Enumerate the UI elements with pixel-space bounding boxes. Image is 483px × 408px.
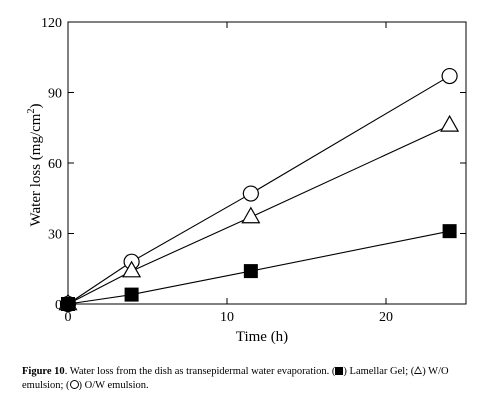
axis-ticks: 0 10 20 0 30 60 90 120 [41, 16, 466, 325]
circle-point [441, 67, 458, 85]
circle-series-line [67, 75, 450, 305]
caption-text-2: ) Lamellar Gel; ( [343, 366, 415, 377]
circle-marker-icon [69, 380, 79, 389]
series-markers [58, 67, 460, 313]
y-axis-label-end: ) [28, 104, 44, 109]
triangle-point [440, 114, 460, 132]
square-point [124, 287, 139, 302]
x-tick-label: 20 [379, 310, 393, 325]
square-point [61, 297, 75, 311]
y-tick-label: 0 [55, 298, 62, 313]
caption-text-1: . Water loss from the dish as transepide… [64, 366, 336, 377]
caption-text-4: ) O/W emulsion. [78, 380, 149, 391]
figure-caption: Figure 10. Water loss from the dish as t… [22, 365, 470, 393]
x-tick-label: 0 [65, 310, 72, 325]
y-axis-label-main: Water loss (mg/cm [28, 113, 44, 226]
triangle-point [241, 206, 261, 224]
x-axis-label: Time (h) [236, 329, 288, 345]
y-axis-label: Water loss (mg/cm2) [26, 104, 44, 227]
x-tick-label: 10 [220, 310, 234, 325]
circle-point [242, 185, 259, 202]
water-loss-chart: 0 10 20 0 30 60 90 120 Time (h) Water loss (mg/… [26, 16, 467, 345]
square-marker-icon [335, 367, 344, 375]
triangle-series-line [67, 124, 450, 305]
square-series-line [67, 230, 450, 305]
triangle-marker-icon [414, 366, 423, 374]
y-axis-label-sup: 2 [26, 109, 37, 114]
series-lines [67, 75, 450, 305]
y-tick-label: 90 [48, 87, 62, 102]
caption-text-3: ) W/O emulsion; ( [22, 366, 449, 391]
y-tick-label: 30 [48, 228, 62, 243]
square-point [442, 224, 457, 239]
y-tick-label: 60 [48, 157, 62, 172]
y-tick-label: 120 [41, 16, 62, 31]
square-point [243, 264, 258, 279]
figure-label: Figure 10 [22, 366, 65, 377]
triangle-point [122, 260, 142, 278]
